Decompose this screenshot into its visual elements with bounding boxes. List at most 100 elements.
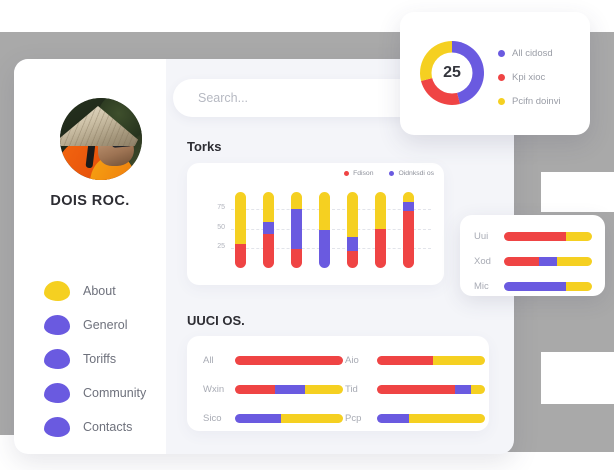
metric-bar-segment <box>433 355 485 365</box>
bar-plot: 25 50 75 <box>187 163 444 285</box>
chart-bar <box>291 192 302 268</box>
sidebar-item-about[interactable]: About <box>44 278 166 304</box>
backdrop-cutout-top-left <box>0 0 390 32</box>
metric-row-bar <box>235 413 343 423</box>
metric-bar-segment <box>556 256 592 266</box>
sidebar-item-community[interactable]: Community <box>44 380 166 406</box>
metric-row: Pcp <box>345 406 485 430</box>
side-metrics-card: Uui Xod Mic <box>460 215 605 296</box>
chart-bar-segment <box>403 192 414 203</box>
backdrop-cutout-mid-right <box>541 172 614 212</box>
y-axis-tick-label: 50 <box>217 223 225 231</box>
metric-row-bar <box>235 384 343 394</box>
metric-row: Mic <box>474 275 592 297</box>
chart-bar-segment <box>347 237 358 251</box>
chart-bar <box>235 192 246 268</box>
metric-row-label: Sico <box>203 412 222 424</box>
sidebar-item-toriffs[interactable]: Toriffs <box>44 346 166 372</box>
chart-bar-segment <box>263 192 274 223</box>
donut-card: 25 All cidosd Kpi xioc Pcifn doinvi <box>400 12 590 135</box>
metric-bar-segment <box>235 413 282 423</box>
side-metrics-rows: Uui Xod Mic <box>474 225 592 300</box>
metric-bar-segment <box>565 231 592 241</box>
chart-gridline <box>231 248 431 250</box>
legend-label: All cidosd <box>512 48 553 59</box>
metric-row: Uui <box>474 225 592 247</box>
chart-bar-segment <box>403 202 414 212</box>
legend-label: Pcifn doinvi <box>512 96 561 107</box>
legend-item-fdison: Fdison <box>344 170 373 177</box>
blob-icon <box>44 417 70 437</box>
metric-bar-segment <box>504 231 566 241</box>
chart-bar-segment <box>291 208 302 250</box>
legend-item-oidnksdi: Oidnksdi os <box>389 170 434 177</box>
chart-bar-segment <box>291 192 302 209</box>
torks-chart-card: Fdison Oidnksdi os 25 50 75 <box>187 163 444 285</box>
metric-bar-segment <box>377 413 410 423</box>
sidebar-item-label: About <box>83 284 116 298</box>
y-axis-tick-label: 25 <box>217 243 225 251</box>
y-axis-tick-label: 75 <box>217 203 225 211</box>
chart-bar-segment <box>347 250 358 268</box>
chart-bar <box>375 192 386 268</box>
donut-legend: All cidosd Kpi xioc Pcifn doinvi <box>498 48 561 120</box>
sidebar: DOIS ROC. About Generol Toriffs Communit… <box>14 59 166 454</box>
chart-bar-segment <box>291 249 302 268</box>
metric-bar-segment <box>454 384 471 394</box>
metric-bar-segment <box>377 355 434 365</box>
uuci-column-left: All Wxin Sico <box>203 348 343 435</box>
donut-center-value: 25 <box>443 64 461 81</box>
metric-row: Sico <box>203 406 343 430</box>
metric-bar-segment <box>470 384 485 394</box>
blob-icon <box>44 315 70 335</box>
chart-bar-segment <box>263 234 274 268</box>
metric-bar-segment <box>565 281 592 291</box>
torks-section-title: Torks <box>187 139 222 154</box>
metric-row: Wxin <box>203 377 343 401</box>
legend-dot-icon <box>498 50 505 57</box>
metric-row-bar <box>504 281 592 291</box>
donut-legend-item-pcifn-doinvi: Pcifn doinvi <box>498 96 561 107</box>
chart-bar-segment <box>347 192 358 238</box>
chart-bar-segment <box>403 211 414 268</box>
chart-bar <box>263 192 274 268</box>
metric-bar-segment <box>409 413 485 423</box>
metric-row-bar <box>504 256 592 266</box>
donut-svg <box>420 41 484 105</box>
blob-icon <box>44 383 70 403</box>
chart-bar-segment <box>235 192 246 244</box>
metric-row-label: Aio <box>345 354 359 366</box>
metric-bar-segment <box>281 413 343 423</box>
chart-bar-segment <box>235 243 246 268</box>
donut-legend-item-all-cidosd: All cidosd <box>498 48 561 59</box>
chart-bar-segment <box>263 222 274 235</box>
metric-row-label: Xod <box>474 255 491 267</box>
search-input[interactable] <box>198 91 448 105</box>
avatar <box>60 98 142 180</box>
metric-bar-segment <box>274 384 306 394</box>
metric-row-label: Wxin <box>203 383 225 395</box>
metric-bar-segment <box>305 384 343 394</box>
legend-dot-icon <box>344 171 350 176</box>
metric-bar-segment <box>539 256 557 266</box>
chart-bar <box>403 192 414 268</box>
chart-bar-segment <box>319 192 330 231</box>
metric-row-bar <box>377 355 485 365</box>
metric-row-label: Tid <box>345 383 358 395</box>
sidebar-item-contacts[interactable]: Contacts <box>44 414 166 440</box>
chart-bar-segment <box>375 192 386 230</box>
legend-dot-icon <box>389 171 395 176</box>
metric-row-label: All <box>203 354 214 366</box>
uuci-section-title: UUCI OS. <box>187 313 245 328</box>
blob-icon <box>44 349 70 369</box>
metric-row: Aio <box>345 348 485 372</box>
metric-row-label: Pcp <box>345 412 362 424</box>
donut-legend-item-kpi-xioc: Kpi xioc <box>498 72 561 83</box>
chart-bar-segment <box>319 230 330 268</box>
sidebar-item-generol[interactable]: Generol <box>44 312 166 338</box>
metric-bar-segment <box>377 384 455 394</box>
blob-icon <box>44 281 70 301</box>
donut-chart: 25 <box>416 37 488 109</box>
sidebar-item-label: Contacts <box>83 420 133 434</box>
